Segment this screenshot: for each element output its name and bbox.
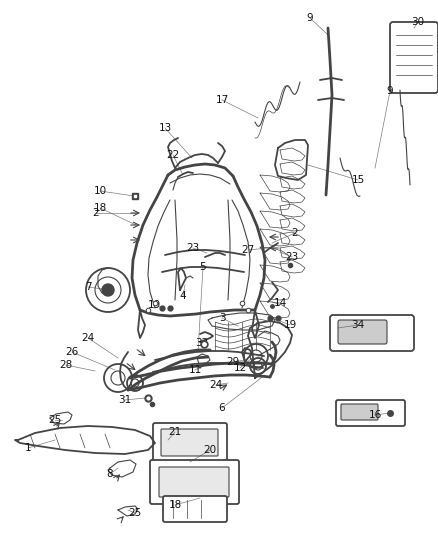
Text: 31: 31 bbox=[118, 395, 132, 405]
Text: 15: 15 bbox=[351, 175, 364, 185]
Circle shape bbox=[102, 284, 114, 296]
Text: 26: 26 bbox=[65, 347, 79, 357]
Text: 34: 34 bbox=[351, 320, 364, 330]
FancyBboxPatch shape bbox=[390, 22, 438, 93]
Text: 25: 25 bbox=[128, 508, 141, 518]
Text: 18: 18 bbox=[93, 203, 106, 213]
Text: 11: 11 bbox=[188, 365, 201, 375]
Text: 20: 20 bbox=[203, 445, 216, 455]
Text: 2: 2 bbox=[93, 208, 99, 218]
Text: 8: 8 bbox=[107, 469, 113, 479]
Text: 30: 30 bbox=[411, 17, 424, 27]
Text: 28: 28 bbox=[60, 360, 73, 370]
Text: 9: 9 bbox=[307, 13, 313, 23]
Text: 22: 22 bbox=[166, 150, 180, 160]
Text: 16: 16 bbox=[368, 410, 381, 420]
Text: 12: 12 bbox=[233, 363, 247, 373]
Text: 2: 2 bbox=[292, 228, 298, 238]
Text: 14: 14 bbox=[273, 298, 286, 308]
FancyBboxPatch shape bbox=[341, 404, 378, 420]
Text: 21: 21 bbox=[168, 427, 182, 437]
Text: 9: 9 bbox=[387, 86, 393, 96]
Text: 29: 29 bbox=[226, 357, 240, 367]
FancyBboxPatch shape bbox=[330, 315, 414, 351]
Text: 7: 7 bbox=[85, 282, 91, 292]
Text: 23: 23 bbox=[286, 252, 299, 262]
Text: 6: 6 bbox=[219, 403, 225, 413]
FancyBboxPatch shape bbox=[159, 467, 229, 497]
FancyBboxPatch shape bbox=[150, 460, 239, 504]
Text: 5: 5 bbox=[200, 262, 206, 272]
Text: 24: 24 bbox=[209, 380, 223, 390]
Text: 23: 23 bbox=[187, 243, 200, 253]
Text: 10: 10 bbox=[93, 186, 106, 196]
Text: 24: 24 bbox=[81, 333, 95, 343]
Text: 4: 4 bbox=[180, 291, 186, 301]
FancyBboxPatch shape bbox=[161, 429, 218, 456]
Text: 18: 18 bbox=[168, 500, 182, 510]
Text: 25: 25 bbox=[48, 415, 62, 425]
Text: 17: 17 bbox=[215, 95, 229, 105]
FancyBboxPatch shape bbox=[338, 320, 387, 344]
FancyBboxPatch shape bbox=[153, 423, 227, 462]
Text: 19: 19 bbox=[147, 300, 161, 310]
Text: 32: 32 bbox=[195, 338, 208, 348]
Text: 1: 1 bbox=[25, 443, 31, 453]
Text: 27: 27 bbox=[241, 245, 254, 255]
Text: 13: 13 bbox=[159, 123, 172, 133]
Text: 19: 19 bbox=[283, 320, 297, 330]
FancyBboxPatch shape bbox=[163, 496, 227, 522]
FancyBboxPatch shape bbox=[336, 400, 405, 426]
Text: 3: 3 bbox=[219, 313, 225, 323]
